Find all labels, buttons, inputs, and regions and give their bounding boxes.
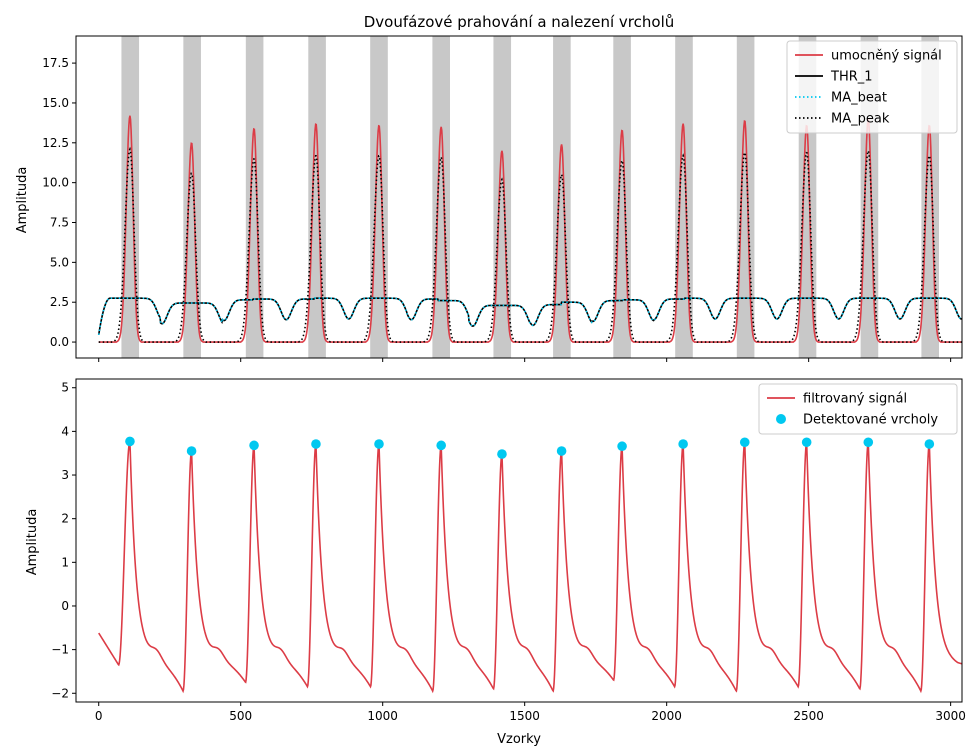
top-y-tick-label-6: 15.0 [42,96,69,110]
bottom-y-tick-label-4: 2 [61,512,69,526]
detected-peak-point [739,437,750,448]
bottom-peak-markers [125,436,935,459]
top-legend-label-thr-1: THR_1 [830,70,873,85]
bottom-y-tick-label-0: −2 [51,686,69,700]
top-y-tick-label-4: 10.0 [42,176,69,190]
detected-peak-point [617,441,627,452]
top-plot-frame [75,35,963,359]
bottom-y-tick-label-3: 1 [61,555,69,569]
top-y-axis-label: Amplituda [15,167,30,234]
shaded-block-4 [308,36,326,358]
top-axes: 0.0 2.5 5.0 7.5 10.0 12.5 15.0 17.5 [42,35,963,362]
bottom-series-lines [98,441,962,694]
detected-peak-point [374,439,384,449]
bottom-y-tick-label-6: 4 [61,424,69,438]
top-chart-title: Dvoufázové prahování a nalezení vrcholů [364,13,675,31]
bottom-y-tick-label-1: −1 [51,643,69,657]
detected-peak-point [186,446,197,456]
detected-peak-point [801,437,812,448]
top-legend: umocněný signál THR_1 MA_beat MA_peak [786,40,958,134]
bottom-legend-label-detektovan-vrcholy: Detektované vrcholy [803,413,938,428]
detected-peak-point [863,437,874,448]
detected-peak-point [125,436,135,447]
top-legend-label-umocn-n-sign-l: umocněný signál [831,49,942,64]
bottom-legend-label-filtrovan-sign-l: filtrovaný signál [803,392,907,407]
series-line-umocneny-signal [98,115,962,343]
bottom-y-tick-label-7: 5 [61,381,69,395]
series-line-ma-peak [98,146,962,343]
top-y-tick-label-5: 12.5 [42,136,69,150]
series-line-filtrovany-signal [98,441,962,694]
detected-peak-point [311,439,321,449]
bottom-subplot: Amplituda Vzorky 0 500 1000 1500 2000 2500 300… [25,378,966,747]
top-y-tick-label-1: 2.5 [50,295,69,309]
top-series-lines [97,115,962,343]
shaded-block-10 [675,36,693,358]
bottom-x-tick-label-2000: 2000 [651,709,682,723]
detected-peak-point [249,440,259,451]
bottom-plot-frame [75,378,963,703]
bottom-y-tick-label-5: 3 [61,468,69,482]
detected-peak-point [497,449,507,459]
top-legend-label-ma-peak: MA_peak [831,112,890,127]
top-y-tick-label-0: 0.0 [50,335,69,349]
bottom-x-tick-label-3000: 3000 [935,709,966,723]
top-y-tick-label-2: 5.0 [50,255,69,269]
top-y-tick-label-3: 7.5 [50,216,69,230]
detected-peak-point [924,439,935,449]
detected-peak-point [436,440,446,451]
bottom-y-tick-label-2: 0 [61,599,69,613]
top-legend-box [786,40,958,134]
detected-peak-point [556,446,567,456]
top-subplot: Dvoufázové prahování a nalezení vrcholů … [15,13,963,362]
bottom-y-axis-label: Amplituda [25,509,40,576]
bottom-legend-marker-detektovan-vrcholy [776,414,786,424]
top-y-tick-label-7: 17.5 [42,56,69,70]
top-legend-label-ma-beat: MA_beat [831,91,887,106]
bottom-axes: 0 500 1000 1500 2000 2500 3000 −2 −1 0 1 2 3 4 5 [51,378,966,723]
detected-peak-point [678,439,688,449]
series-line-ma-beat [97,297,962,336]
bottom-legend-box [758,383,958,435]
bottom-x-axis-label: Vzorky [497,732,541,747]
bottom-x-tick-label-2500: 2500 [793,709,824,723]
bottom-x-tick-label-1000: 1000 [367,709,398,723]
bottom-x-tick-label-1500: 1500 [509,709,540,723]
bottom-legend: filtrovaný signál Detektované vrcholy [758,383,958,435]
bottom-x-tick-label-500: 500 [229,709,252,723]
bottom-x-tick-label-0: 0 [95,709,103,723]
